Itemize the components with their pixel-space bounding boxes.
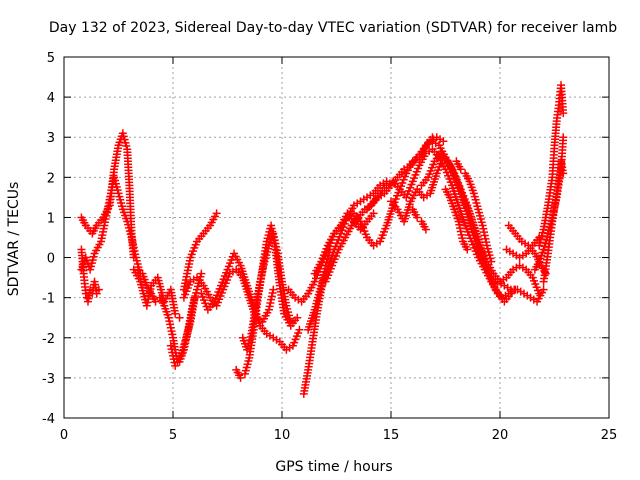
data-point: [369, 209, 378, 218]
series-track-28: [539, 157, 568, 286]
y-tick-label: 5: [47, 51, 55, 66]
series-track-1: [77, 129, 138, 262]
points-layer: [77, 81, 568, 398]
y-tick-label: 2: [47, 171, 55, 186]
data-point: [151, 297, 160, 306]
x-tick-label: 15: [383, 428, 400, 443]
plot-frame: [63, 56, 610, 419]
y-tick-label: 0: [47, 252, 55, 267]
data-point: [197, 269, 206, 278]
series-track-21: [428, 137, 548, 306]
data-point: [487, 257, 496, 266]
data-point: [421, 225, 430, 234]
x-tick-label: 20: [492, 428, 509, 443]
data-point: [171, 361, 180, 370]
data-point: [539, 285, 548, 294]
data-point: [559, 133, 568, 142]
data-point: [212, 209, 221, 218]
data-point: [559, 109, 568, 118]
y-tick-label: -2: [42, 332, 55, 347]
series-track-23: [452, 157, 496, 266]
data-point: [286, 317, 295, 326]
y-tick-label: -4: [42, 412, 55, 427]
y-tick-label: 4: [47, 91, 55, 106]
x-axis-label: GPS time / hours: [275, 459, 392, 475]
series-track-7: [179, 209, 221, 294]
x-tick-label: 5: [169, 428, 177, 443]
data-point: [92, 289, 101, 298]
series-track-8: [179, 265, 278, 326]
y-axis-label: SDTVAR / TECUs: [6, 182, 22, 297]
series-track-26: [535, 81, 568, 250]
y-tick-label: -1: [42, 292, 55, 307]
y-tick-label: 1: [47, 211, 55, 226]
data-point: [175, 313, 184, 322]
series-track-6: [166, 269, 206, 370]
series-track-3: [77, 245, 103, 306]
data-point: [236, 373, 245, 382]
data-point: [293, 313, 302, 322]
series-track-25: [502, 233, 544, 262]
y-tick-label: -3: [42, 372, 55, 387]
data-point: [559, 169, 568, 178]
data-point: [439, 137, 448, 146]
data-point: [456, 165, 465, 174]
data-point: [94, 285, 103, 294]
chart-title: Day 132 of 2023, Sidereal Day-to-day VTE…: [49, 20, 617, 36]
data-point: [295, 325, 304, 334]
data-point: [463, 245, 472, 254]
y-tick-label: 3: [47, 131, 55, 146]
x-tick-label: 0: [60, 428, 68, 443]
x-tick-label: 25: [601, 428, 618, 443]
series-track-22: [441, 185, 472, 254]
series-track-19: [408, 205, 430, 234]
data-point: [269, 285, 278, 294]
x-tick-label: 10: [274, 428, 291, 443]
data-point: [413, 213, 422, 222]
data-point: [171, 309, 180, 318]
data-point: [134, 265, 143, 274]
series-track-11: [238, 229, 295, 354]
